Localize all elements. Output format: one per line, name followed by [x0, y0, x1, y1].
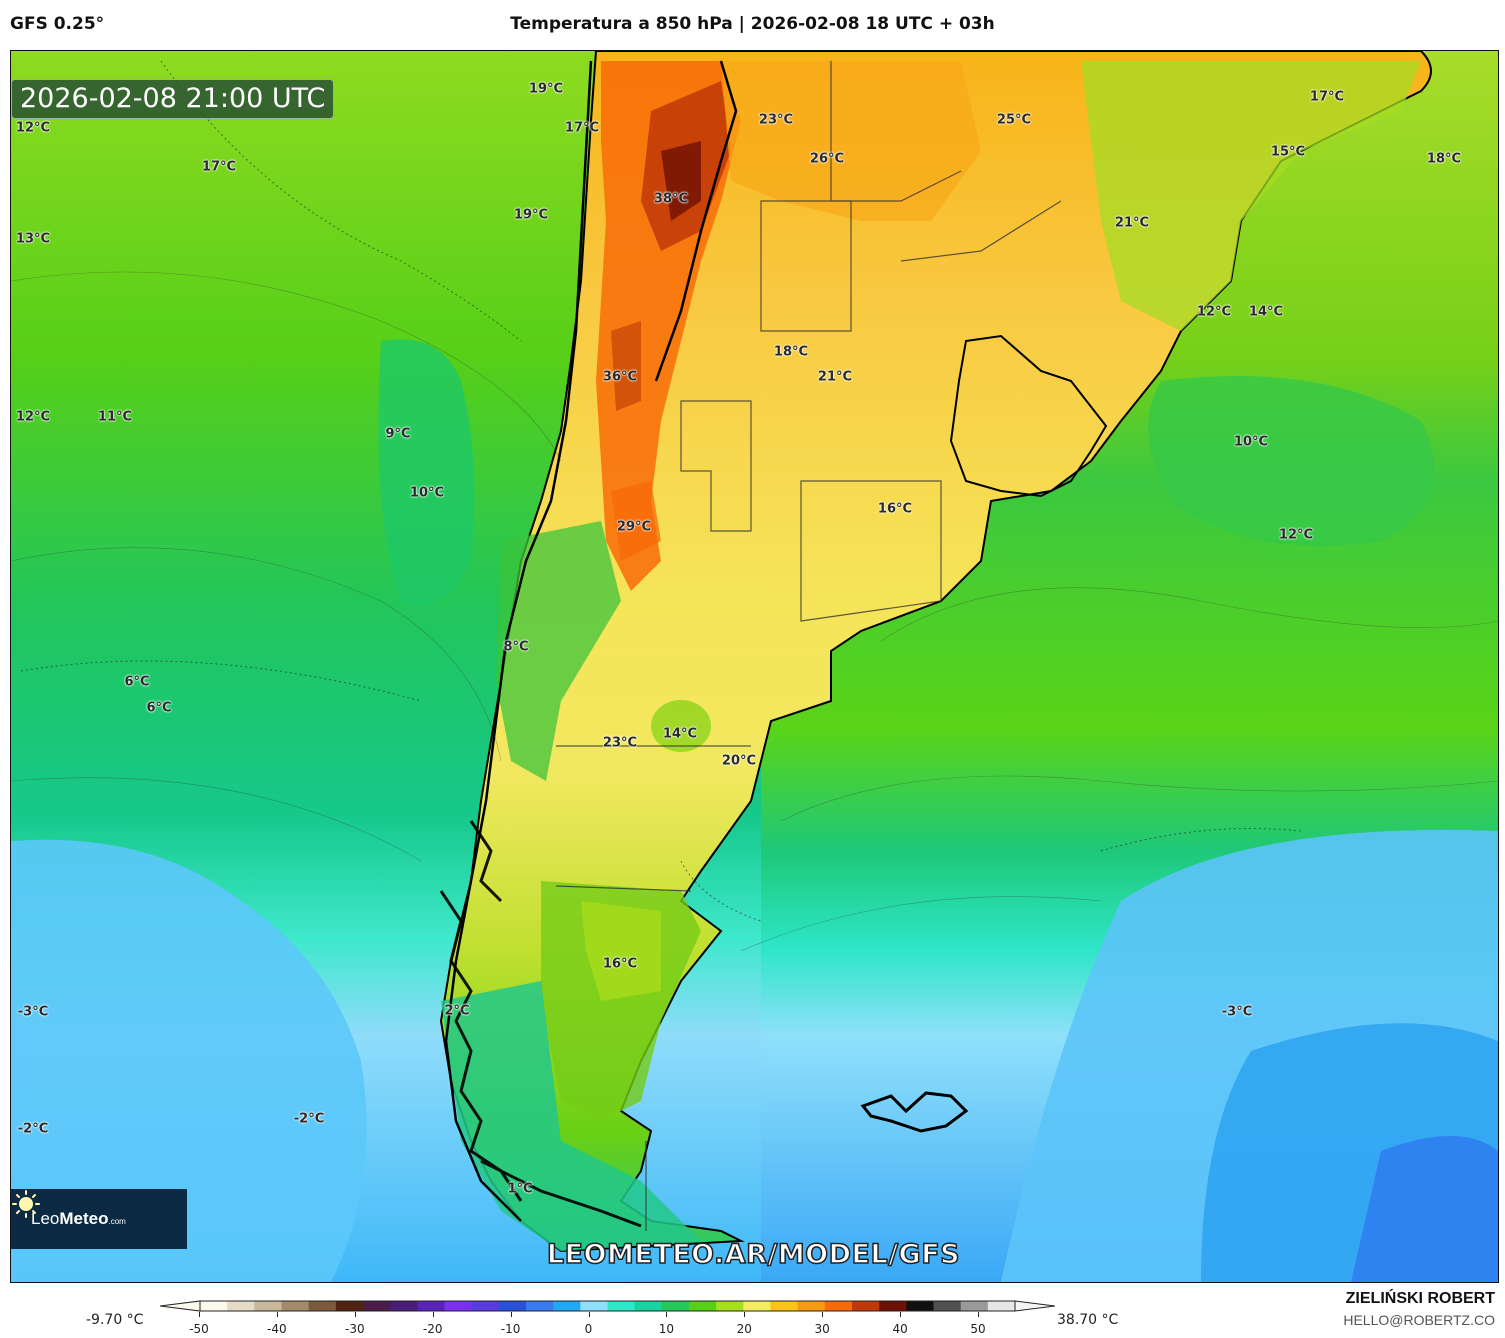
temperature-field	[11, 51, 1498, 1282]
temperature-label: 29°C	[616, 519, 652, 535]
temperature-label: 1°C	[507, 1181, 533, 1197]
author-name: ZIELIŃSKI ROBERT	[1345, 1290, 1495, 1307]
temperature-label: 19°C	[528, 81, 564, 97]
colorbar-tick: 0	[584, 1322, 593, 1336]
temperature-label: 38°C	[653, 191, 689, 207]
colorbar-max-label: 38.70 °C	[1057, 1312, 1119, 1328]
tick-mark	[822, 1312, 824, 1317]
temperature-label: 9°C	[385, 426, 411, 442]
sun-icon	[12, 1190, 40, 1218]
temperature-label: 36°C	[602, 369, 638, 385]
model-label: GFS 0.25°	[10, 14, 105, 34]
temperature-label: 12°C	[15, 409, 51, 425]
temperature-label: 23°C	[602, 735, 638, 751]
temperature-label: 2°C	[444, 1003, 470, 1019]
colorbar-tick: -40	[267, 1322, 287, 1336]
temperature-label: -2°C	[17, 1121, 49, 1137]
colorbar-tick: 20	[736, 1322, 752, 1336]
map-title: Temperatura a 850 hPa | 2026-02-08 18 UT…	[510, 14, 995, 34]
colorbar-tick: 30	[814, 1322, 830, 1336]
colorbar-tick: -10	[500, 1322, 521, 1336]
temperature-label: 6°C	[146, 700, 172, 716]
temperature-label: 17°C	[564, 120, 600, 136]
author-email: HELLO@ROBERTZ.CO	[1343, 1312, 1495, 1328]
leometeo-logo[interactable]: LeoMeteo.com	[11, 1189, 187, 1249]
colorbar-tick: -20	[422, 1322, 443, 1336]
temperature-label: 12°C	[1196, 304, 1232, 320]
temperature-label: 15°C	[1270, 144, 1306, 160]
temperature-label: 16°C	[602, 956, 638, 972]
temperature-label: 20°C	[721, 753, 757, 769]
temperature-label: 17°C	[1309, 89, 1345, 105]
tick-mark	[978, 1312, 979, 1317]
temperature-label: 14°C	[1248, 304, 1284, 320]
colorbar-tick: 50	[970, 1322, 986, 1336]
tick-mark	[588, 1312, 590, 1317]
temperature-label: 12°C	[15, 120, 51, 136]
tick-mark	[276, 1312, 278, 1317]
temperature-label: -3°C	[1221, 1004, 1253, 1020]
tick-mark	[432, 1312, 434, 1317]
temperature-label: 13°C	[15, 231, 51, 247]
temperature-map[interactable]: 2026-02-08 21:00 UTC 19°C 12°C 17°C 23°C 25°…	[10, 50, 1499, 1283]
tick-mark	[354, 1312, 356, 1317]
colorbar-tick: -50	[189, 1322, 209, 1336]
tick-mark	[666, 1312, 668, 1317]
colorbar	[160, 1300, 1055, 1312]
author-credit: ZIELIŃSKI ROBERT HELLO@ROBERTZ.CO	[1343, 1290, 1495, 1328]
tick-mark	[744, 1312, 746, 1317]
temperature-label: 21°C	[817, 369, 853, 385]
logo-text: LeoMeteo.com	[31, 1209, 126, 1228]
url-watermark: LEOMETEO.AR/MODEL/GFS	[546, 1238, 961, 1271]
temperature-label: 10°C	[1233, 434, 1269, 450]
colorbar-tick: 40	[892, 1322, 908, 1336]
tick-mark	[510, 1312, 512, 1317]
temperature-label: 21°C	[1114, 215, 1150, 231]
temperature-label: 14°C	[662, 726, 698, 742]
temperature-label: 18°C	[1426, 151, 1462, 167]
temperature-label: 11°C	[97, 409, 133, 425]
temperature-label: -2°C	[293, 1111, 325, 1127]
colorbar-tick: -30	[344, 1322, 365, 1336]
tick-mark	[199, 1312, 200, 1317]
temperature-label: 26°C	[809, 151, 845, 167]
temperature-label: 12°C	[1278, 527, 1314, 543]
temperature-label: 18°C	[773, 344, 809, 360]
temperature-label: 25°C	[996, 112, 1032, 128]
temperature-label: 8°C	[503, 639, 529, 655]
temperature-label: 19°C	[513, 207, 549, 223]
temperature-label: 6°C	[124, 674, 150, 690]
colorbar-tick: 10	[658, 1322, 675, 1336]
temperature-label: 16°C	[877, 501, 913, 517]
valid-time-badge: 2026-02-08 21:00 UTC	[11, 79, 335, 119]
temperature-label: 10°C	[409, 485, 445, 501]
colorbar-min-label: -9.70 °C	[86, 1312, 144, 1328]
temperature-label: 17°C	[201, 159, 237, 175]
tick-mark	[900, 1312, 902, 1317]
temperature-label: -3°C	[17, 1004, 49, 1020]
temperature-label: 23°C	[758, 112, 794, 128]
